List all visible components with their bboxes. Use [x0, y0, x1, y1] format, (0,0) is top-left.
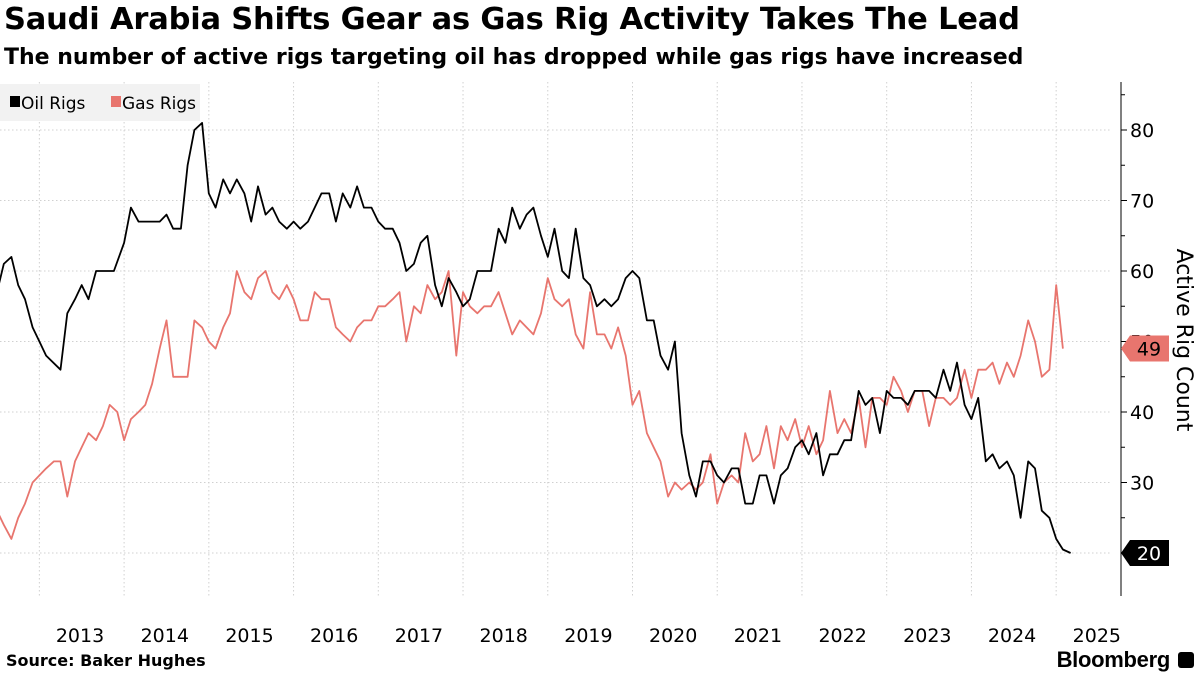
x-tick-label: 2021: [734, 625, 782, 647]
x-tick-label: 2015: [225, 625, 273, 647]
legend-label: Oil Rigs: [21, 94, 86, 114]
x-tick-label: 2022: [818, 625, 866, 647]
x-tick-label: 2025: [1073, 625, 1121, 647]
bloomberg-logo: Bloomberg: [1056, 647, 1171, 672]
x-tick-label: 2020: [649, 625, 697, 647]
series-line-gas-rigs: [0, 270, 1064, 540]
x-tick-label: 2014: [141, 625, 189, 647]
x-tick-label: 2018: [480, 625, 528, 647]
legend-box: [0, 84, 200, 121]
series-line-oil-rigs: [0, 122, 1071, 554]
legend-swatch: [111, 96, 121, 107]
x-tick-label: 2013: [56, 625, 104, 647]
legend-label: Gas Rigs: [122, 94, 196, 114]
y-tick-label: 60: [1130, 261, 1154, 283]
y-tick-label: 40: [1130, 402, 1154, 424]
last-value-tag: [1121, 335, 1169, 362]
y-tick-label: 30: [1130, 473, 1154, 495]
x-tick-label: 2023: [903, 625, 951, 647]
last-value-tag: [1121, 540, 1169, 566]
x-tick-label: 2016: [310, 625, 358, 647]
x-tick-label: 2017: [395, 625, 443, 647]
bloomberg-mark-icon: [1178, 652, 1194, 668]
chart-title: Saudi Arabia Shifts Gear as Gas Rig Acti…: [4, 2, 1020, 37]
chart-subtitle: The number of active rigs targeting oil …: [4, 45, 1024, 70]
y-axis-label: Active Rig Count: [1171, 249, 1196, 432]
y-tick-label: 80: [1130, 120, 1154, 142]
x-tick-label: 2019: [564, 625, 612, 647]
x-tick-label: 2024: [988, 625, 1036, 647]
last-value-label: 20: [1137, 543, 1161, 565]
y-tick-label: 70: [1130, 191, 1154, 213]
source-note: Source: Baker Hughes: [6, 651, 206, 670]
last-value-label: 49: [1137, 339, 1161, 361]
legend-swatch: [10, 96, 20, 107]
